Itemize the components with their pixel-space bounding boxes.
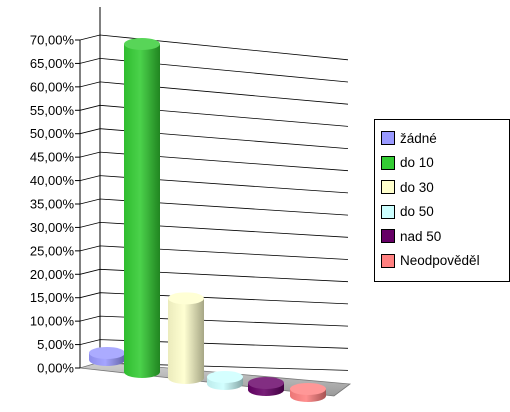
y-tick-label: 60,00% — [30, 79, 75, 94]
y-tick-label: 70,00% — [30, 33, 75, 48]
y-tick-label: 25,00% — [30, 243, 75, 258]
y-tick-label: 20,00% — [30, 267, 75, 282]
legend-label: Neodpověděl — [400, 253, 480, 268]
bar-6 — [290, 382, 326, 402]
legend-item: Neodpověděl — [381, 251, 480, 271]
legend-label: do 30 — [400, 179, 434, 195]
bar-4 — [207, 370, 243, 390]
legend-swatch — [381, 180, 395, 194]
y-tick-label: 0,00% — [37, 361, 74, 376]
legend-swatch — [381, 131, 395, 145]
legend-swatch — [381, 253, 395, 268]
legend-label: žádné — [400, 130, 437, 146]
legend-item: žádné — [381, 128, 437, 148]
y-tick-label: 50,00% — [30, 126, 75, 141]
legend-item: do 50 — [381, 202, 434, 222]
gridlines — [79, 34, 349, 371]
legend-label: nad 50 — [400, 228, 442, 244]
bar-2 — [124, 38, 160, 378]
y-tick-label: 10,00% — [30, 314, 75, 329]
y-tick-label: 55,00% — [30, 103, 75, 118]
y-tick-label: 15,00% — [30, 290, 75, 305]
legend-item: do 10 — [381, 153, 434, 173]
y-tick-label: 35,00% — [30, 197, 75, 212]
legend-label: do 10 — [400, 155, 434, 170]
legend-item: nad 50 — [381, 226, 441, 246]
y-axis — [75, 39, 81, 369]
bars — [89, 38, 326, 402]
y-axis-ticks: 0,00% 5,00% 10,00% 15,00% 20,00% 25,00% 30,00%… — [30, 33, 75, 376]
y-tick-label: 65,00% — [30, 56, 75, 71]
legend-label: do 50 — [400, 204, 434, 219]
legend-item: do 30 — [381, 177, 434, 197]
y-tick-label: 40,00% — [30, 173, 75, 188]
legend-swatch — [381, 155, 395, 170]
bar-3 — [168, 292, 204, 384]
y-tick-label: 30,00% — [30, 220, 75, 235]
legend: žádné do 10 do 30 do 50 nad 50 Neodpověděl — [374, 119, 510, 282]
y-tick-label: 5,00% — [37, 337, 74, 352]
legend-swatch — [381, 204, 395, 219]
bar-1 — [89, 346, 125, 366]
legend-swatch — [381, 229, 395, 243]
bar-5 — [248, 376, 284, 396]
y-tick-label: 45,00% — [30, 150, 75, 165]
